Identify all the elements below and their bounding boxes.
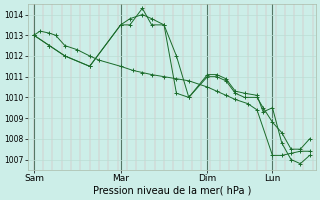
X-axis label: Pression niveau de la mer( hPa ): Pression niveau de la mer( hPa ) xyxy=(92,186,251,196)
